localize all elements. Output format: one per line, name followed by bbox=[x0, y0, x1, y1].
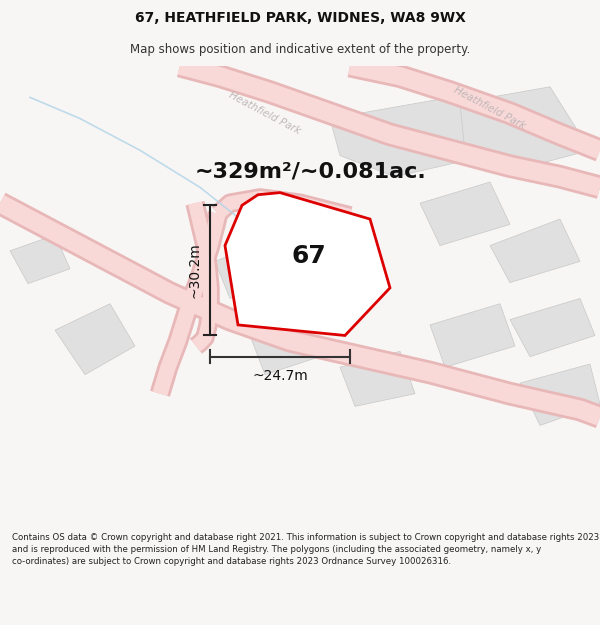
Polygon shape bbox=[215, 246, 270, 298]
Polygon shape bbox=[460, 87, 590, 171]
Text: Heathfield Park: Heathfield Park bbox=[227, 90, 302, 136]
Text: ~30.2m: ~30.2m bbox=[187, 242, 201, 298]
Text: Map shows position and indicative extent of the property.: Map shows position and indicative extent… bbox=[130, 42, 470, 56]
Polygon shape bbox=[510, 298, 595, 357]
Text: 67: 67 bbox=[291, 244, 326, 268]
Polygon shape bbox=[225, 192, 390, 336]
Text: ~329m²/~0.081ac.: ~329m²/~0.081ac. bbox=[195, 161, 427, 181]
Polygon shape bbox=[420, 182, 510, 246]
Polygon shape bbox=[340, 351, 415, 406]
Polygon shape bbox=[430, 304, 515, 368]
Polygon shape bbox=[330, 98, 510, 177]
Polygon shape bbox=[490, 219, 580, 282]
Text: Contains OS data © Crown copyright and database right 2021. This information is : Contains OS data © Crown copyright and d… bbox=[12, 533, 599, 566]
Polygon shape bbox=[250, 314, 320, 374]
Text: 67, HEATHFIELD PARK, WIDNES, WA8 9WX: 67, HEATHFIELD PARK, WIDNES, WA8 9WX bbox=[134, 11, 466, 26]
Polygon shape bbox=[55, 304, 135, 374]
Polygon shape bbox=[520, 364, 600, 426]
Polygon shape bbox=[10, 235, 70, 284]
Text: Heathfield Park: Heathfield Park bbox=[452, 85, 527, 131]
Text: ~24.7m: ~24.7m bbox=[252, 369, 308, 382]
